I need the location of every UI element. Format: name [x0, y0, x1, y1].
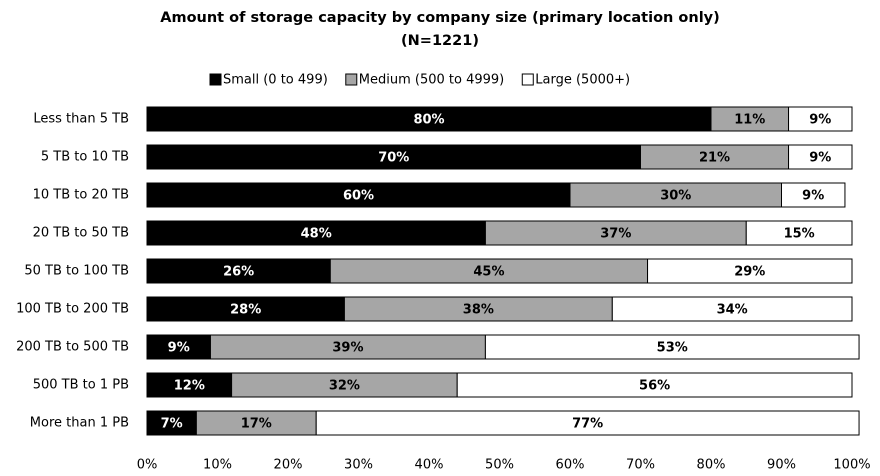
data-label: 60% [343, 189, 374, 204]
data-label: 70% [378, 151, 409, 166]
data-label: 48% [301, 227, 332, 242]
x-tick-label: 100% [833, 458, 870, 473]
bar-segment [146, 372, 233, 398]
bar-segment [343, 296, 613, 322]
bar-segment [640, 144, 790, 170]
x-tick-label: 60% [556, 458, 585, 473]
bar-segment [146, 334, 211, 360]
data-label: 21% [699, 151, 730, 166]
x-tick-label: 80% [697, 458, 726, 473]
data-label: 39% [332, 341, 363, 356]
data-label: 9% [809, 151, 831, 166]
x-tick-label: 30% [344, 458, 373, 473]
data-label: 37% [600, 227, 631, 242]
data-label: 28% [230, 303, 261, 318]
bar-segment [329, 258, 649, 284]
bar-segment [647, 258, 853, 284]
data-label: 26% [223, 265, 254, 280]
bar-segment [209, 334, 486, 360]
y-tick-label: 5 TB to 10 TB [41, 150, 129, 165]
x-tick-label: 50% [485, 458, 514, 473]
y-tick-label: More than 1 PB [30, 416, 129, 431]
data-label: 77% [572, 417, 603, 432]
bar-segment [146, 106, 712, 132]
legend-label: Medium (500 to 4999) [359, 73, 504, 88]
data-label: 56% [639, 379, 670, 394]
y-tick-label: 50 TB to 100 TB [24, 264, 129, 279]
bar-segment [484, 334, 860, 360]
data-label: 17% [241, 417, 272, 432]
bar-segment [146, 182, 571, 208]
legend-label: Small (0 to 499) [223, 73, 328, 88]
data-label: 53% [657, 341, 688, 356]
x-tick-label: 0% [137, 458, 158, 473]
data-label: 9% [802, 189, 824, 204]
data-label: 15% [784, 227, 815, 242]
data-label: 38% [463, 303, 494, 318]
bar-segment [710, 106, 790, 132]
bar-segment [231, 372, 458, 398]
bar-segment [456, 372, 853, 398]
bar-segment [146, 258, 331, 284]
data-label: 29% [734, 265, 765, 280]
legend-swatch [209, 73, 222, 86]
data-label: 12% [174, 379, 205, 394]
data-label: 80% [413, 113, 444, 128]
y-tick-label: 10 TB to 20 TB [33, 188, 129, 203]
data-label: 32% [329, 379, 360, 394]
y-tick-label: 500 TB to 1 PB [33, 378, 129, 393]
bar-segment [611, 296, 853, 322]
bar-segment [788, 144, 853, 170]
y-tick-label: 100 TB to 200 TB [16, 302, 129, 317]
data-label: 34% [717, 303, 748, 318]
bar-segment [569, 182, 782, 208]
x-tick-label: 20% [274, 458, 303, 473]
chart-subtitle: (N=1221) [401, 33, 479, 49]
y-tick-label: 20 TB to 50 TB [33, 226, 129, 241]
data-label: 30% [660, 189, 691, 204]
x-tick-label: 10% [203, 458, 232, 473]
data-label: 45% [473, 265, 504, 280]
chart-title: Amount of storage capacity by company si… [160, 10, 720, 26]
data-label: 9% [809, 113, 831, 128]
bar-segment [146, 296, 345, 322]
x-tick-label: 70% [626, 458, 655, 473]
legend-swatch [521, 73, 534, 86]
bar-segment [788, 106, 853, 132]
y-tick-label: Less than 5 TB [33, 112, 129, 127]
data-label: 9% [168, 341, 190, 356]
bar-segment [146, 410, 197, 436]
bar-segment [781, 182, 846, 208]
data-label: 7% [161, 417, 183, 432]
data-label: 11% [734, 113, 765, 128]
bar-segment [745, 220, 853, 246]
legend-label: Large (5000+) [535, 73, 630, 88]
legend-swatch [345, 73, 358, 86]
y-tick-label: 200 TB to 500 TB [16, 340, 129, 355]
bar-segment [146, 220, 486, 246]
x-tick-label: 90% [767, 458, 796, 473]
bar-segment [315, 410, 860, 436]
x-tick-label: 40% [415, 458, 444, 473]
